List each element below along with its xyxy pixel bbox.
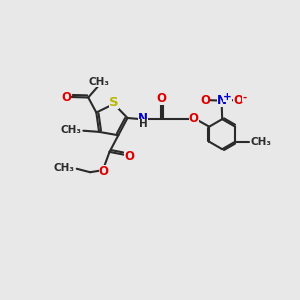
Text: O: O	[200, 94, 210, 107]
Text: O: O	[189, 112, 199, 125]
Text: N: N	[217, 94, 227, 107]
Text: O: O	[124, 150, 134, 163]
Text: CH₃: CH₃	[250, 137, 272, 147]
Text: -: -	[242, 92, 247, 102]
Text: CH₃: CH₃	[88, 77, 110, 87]
Text: O: O	[61, 91, 71, 103]
Text: O: O	[98, 165, 109, 178]
Text: O: O	[156, 92, 166, 105]
Text: O: O	[233, 94, 243, 107]
Text: CH₃: CH₃	[53, 163, 74, 173]
Text: CH₃: CH₃	[61, 125, 82, 135]
Text: N: N	[137, 112, 148, 125]
Text: H: H	[139, 119, 148, 129]
Text: +: +	[223, 92, 232, 102]
Text: S: S	[109, 96, 119, 109]
